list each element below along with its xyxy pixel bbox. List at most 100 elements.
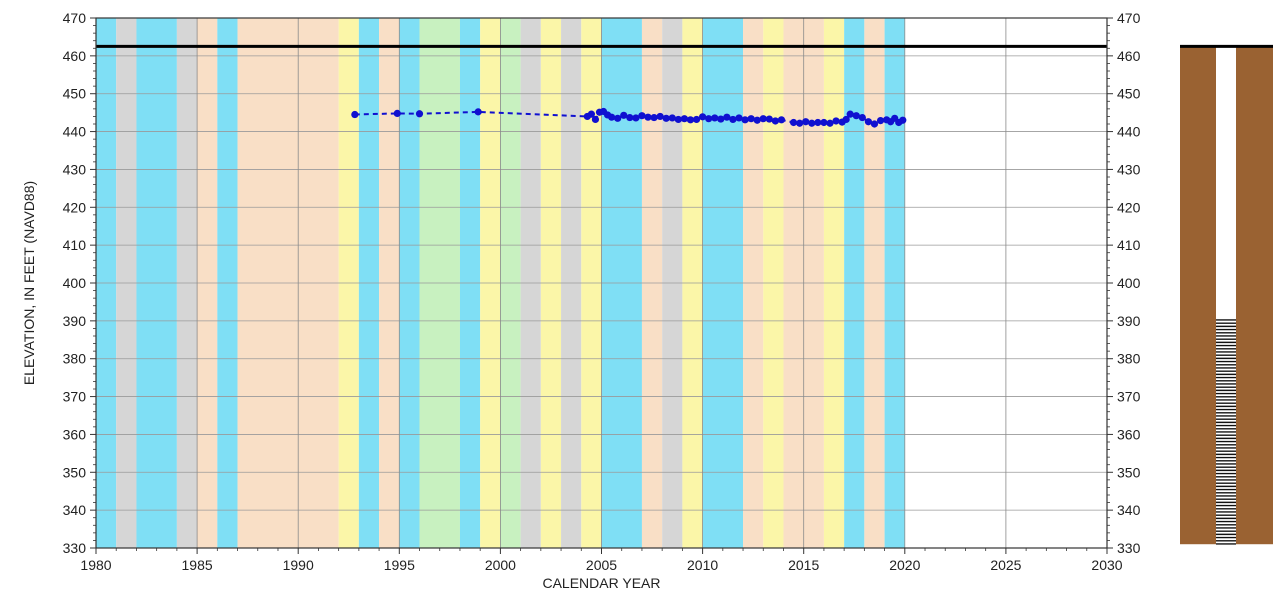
y-tick-label-right: 450 bbox=[1117, 86, 1141, 102]
y-tick-label-right: 470 bbox=[1117, 10, 1141, 26]
x-tick-label: 2005 bbox=[586, 557, 617, 573]
x-tick-label: 1995 bbox=[384, 557, 415, 573]
series-water-level bbox=[351, 107, 907, 128]
data-point bbox=[686, 116, 695, 124]
data-point bbox=[870, 120, 879, 128]
y-tick-label-left: 380 bbox=[63, 351, 87, 367]
x-tick-label: 2015 bbox=[788, 557, 819, 573]
y-tick-label-right: 340 bbox=[1117, 502, 1141, 518]
data-point bbox=[717, 115, 725, 123]
x-tick-label: 2010 bbox=[687, 557, 718, 573]
y-tick-label-right: 330 bbox=[1117, 540, 1141, 556]
x-tick-label: 2030 bbox=[1091, 557, 1122, 573]
data-point bbox=[735, 114, 743, 122]
y-tick-label-right: 400 bbox=[1117, 275, 1141, 291]
data-point bbox=[777, 116, 786, 124]
data-point bbox=[650, 113, 658, 122]
y-tick-label-left: 440 bbox=[63, 124, 87, 140]
data-point bbox=[802, 118, 810, 126]
y-tick-label-right: 410 bbox=[1117, 237, 1141, 253]
data-point bbox=[680, 115, 689, 123]
data-point bbox=[591, 115, 600, 124]
data-point bbox=[808, 119, 816, 127]
data-point bbox=[864, 118, 873, 126]
y-tick-label-left: 450 bbox=[63, 86, 87, 102]
data-point bbox=[614, 114, 622, 122]
data-point bbox=[842, 115, 850, 124]
data-point bbox=[393, 109, 401, 117]
data-point bbox=[723, 113, 731, 121]
data-point bbox=[674, 115, 682, 124]
data-point bbox=[656, 112, 664, 121]
y-tick-label-left: 350 bbox=[63, 464, 87, 480]
data-point bbox=[771, 117, 779, 125]
data-point bbox=[351, 110, 359, 119]
y-tick-label-left: 370 bbox=[63, 389, 87, 405]
data-point bbox=[747, 115, 755, 123]
y-tick-label-right: 440 bbox=[1117, 124, 1141, 140]
data-point bbox=[852, 112, 860, 120]
data-point bbox=[587, 110, 595, 118]
x-tick-label: 1980 bbox=[80, 557, 111, 573]
well-construction-diagram bbox=[1180, 44, 1273, 545]
data-point bbox=[608, 113, 616, 121]
data-point bbox=[632, 114, 640, 122]
y-tick-label-left: 430 bbox=[63, 161, 87, 177]
axis-labels: CALENDAR YEAR ELEVATION, IN FEET (NAVD88… bbox=[21, 181, 661, 591]
data-point bbox=[626, 113, 634, 122]
y-tick-label-left: 390 bbox=[63, 313, 87, 329]
y-tick-label-right: 370 bbox=[1117, 389, 1141, 405]
data-point bbox=[644, 113, 652, 121]
y-tick-label-right: 430 bbox=[1117, 161, 1141, 177]
x-tick-label: 2020 bbox=[889, 557, 920, 573]
data-point bbox=[729, 115, 737, 124]
data-point bbox=[668, 114, 676, 122]
data-point bbox=[846, 110, 854, 118]
y-tick-label-left: 400 bbox=[63, 275, 87, 291]
data-point bbox=[765, 115, 773, 123]
data-point bbox=[711, 114, 719, 122]
data-point bbox=[876, 116, 885, 125]
y-tick-label-left: 340 bbox=[63, 502, 87, 518]
data-point bbox=[759, 115, 767, 123]
y-axis-label: ELEVATION, IN FEET (NAVD88) bbox=[21, 181, 37, 385]
x-axis-label: CALENDAR YEAR bbox=[542, 575, 660, 591]
well-soil-right bbox=[1236, 46, 1273, 545]
data-point bbox=[741, 116, 749, 124]
x-tick-label: 1985 bbox=[182, 557, 213, 573]
data-point bbox=[899, 116, 907, 124]
data-point bbox=[415, 110, 424, 118]
data-point bbox=[699, 113, 707, 121]
data-point bbox=[705, 115, 713, 123]
y-tick-label-right: 360 bbox=[1117, 426, 1141, 442]
data-point bbox=[826, 119, 834, 127]
data-point bbox=[692, 115, 701, 124]
x-tick-label: 2000 bbox=[485, 557, 516, 573]
data-point bbox=[620, 111, 628, 119]
data-point bbox=[820, 118, 828, 127]
y-tick-label-left: 460 bbox=[63, 48, 87, 64]
y-tick-label-left: 470 bbox=[63, 10, 87, 26]
data-point bbox=[662, 114, 670, 122]
y-tick-label-left: 330 bbox=[63, 540, 87, 556]
axis-ticks: 330 330 340 340 350 350 360 360 370 370 380 380 390 3… bbox=[63, 10, 1141, 573]
data-point bbox=[474, 108, 482, 116]
y-tick-label-left: 420 bbox=[63, 199, 87, 215]
y-tick-label-right: 380 bbox=[1117, 351, 1141, 367]
y-tick-label-left: 410 bbox=[63, 237, 87, 253]
data-point bbox=[796, 119, 804, 127]
well-soil-left bbox=[1180, 46, 1216, 545]
y-tick-label-right: 420 bbox=[1117, 199, 1141, 215]
data-point bbox=[858, 113, 866, 122]
y-tick-label-left: 360 bbox=[63, 426, 87, 442]
y-tick-label-right: 390 bbox=[1117, 313, 1141, 329]
x-tick-label: 1990 bbox=[283, 557, 314, 573]
well-casing bbox=[1216, 46, 1236, 319]
data-point bbox=[753, 116, 761, 124]
data-point bbox=[789, 118, 798, 127]
y-tick-label-right: 460 bbox=[1117, 48, 1141, 64]
data-point bbox=[832, 117, 840, 125]
y-tick-label-right: 350 bbox=[1117, 464, 1141, 480]
